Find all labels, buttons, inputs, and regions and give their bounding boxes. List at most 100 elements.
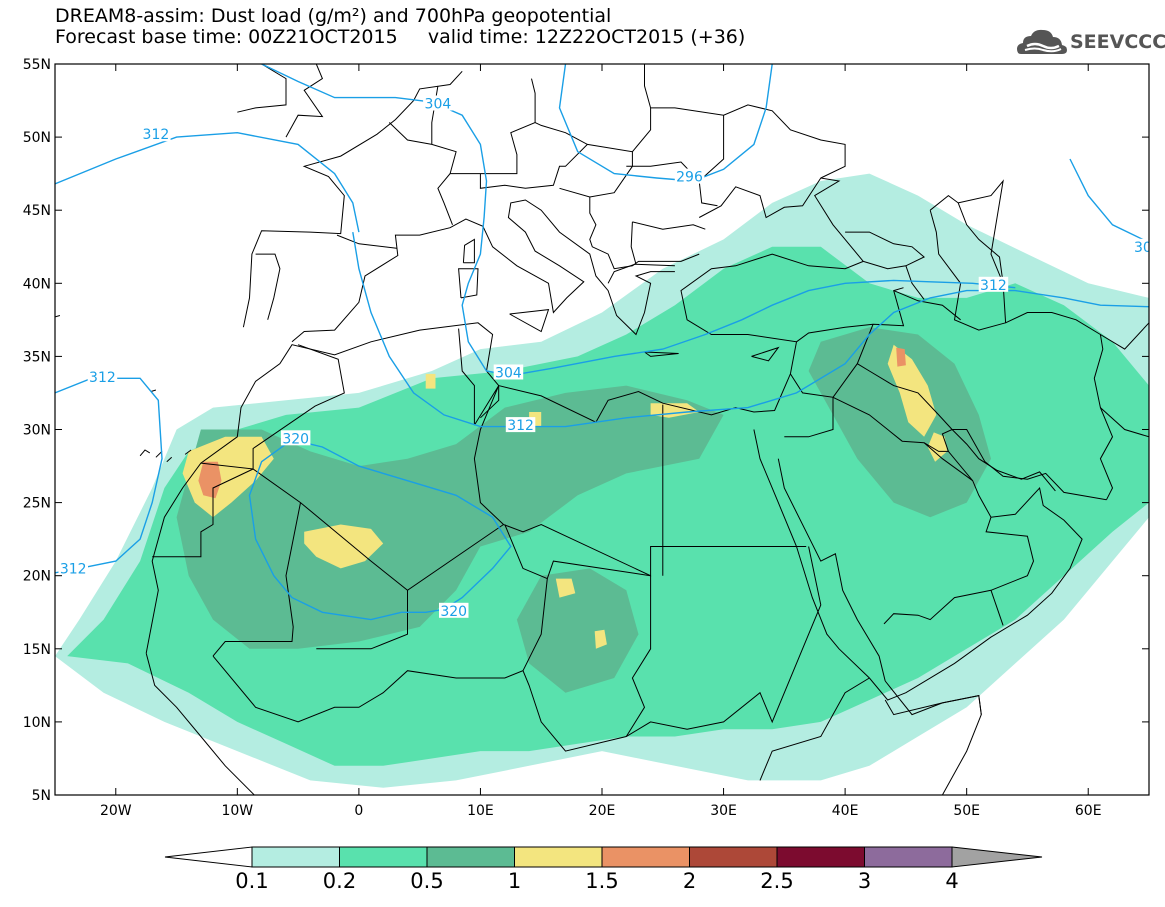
contour-label: 320 [280, 430, 311, 447]
dust-area [516, 568, 639, 693]
border-line [388, 122, 457, 225]
colorbar-tick-label: 0.2 [323, 869, 356, 893]
x-tick-label: 10E [467, 803, 494, 819]
border-line [905, 265, 925, 300]
coastlines-and-borders [55, 64, 1149, 795]
border-line [1005, 312, 1114, 500]
geopotential-contour [248, 439, 512, 621]
border-line [55, 315, 61, 318]
x-tick-label: 0 [354, 803, 363, 819]
contour-label-text: 312 [507, 418, 534, 434]
colorbar: 0.1 0.2 0.5 1 1.5 2 2.5 3 4 [164, 846, 1043, 893]
y-tick-label: 45N [23, 203, 51, 219]
border-line [242, 70, 463, 328]
contour-label: 296 [674, 168, 705, 186]
contour-label-text: 320 [282, 431, 309, 447]
border-line [480, 385, 500, 419]
colorbar-tick-label: 3 [858, 869, 871, 893]
y-tick-label: 5N [32, 788, 51, 804]
border-line [923, 442, 973, 482]
colorbar-segment [689, 846, 778, 868]
dust-area [182, 436, 274, 518]
geopotential-contour-labels: 304 312 296 312 304 312 312 320 312 320 30 [58, 95, 1152, 620]
contour-label-text: 312 [89, 370, 116, 386]
contour-label-text: 312 [143, 127, 170, 143]
contour-label: 312 [505, 417, 536, 434]
y-tick-label: 40N [23, 276, 51, 292]
axis-ticks: 20W 10W 0 10E 20E 30E 40E 50E 60E 55N 50N 45N 40N 35N… [23, 57, 1149, 819]
border-line [632, 221, 706, 230]
contour-label: 304 [493, 364, 524, 382]
title-line-1: DREAM8-assim: Dust load (g/m²) and 700hP… [55, 5, 612, 27]
border-line [473, 385, 504, 525]
colorbar-segment [864, 846, 953, 868]
cloud-icon [1017, 29, 1067, 54]
colorbar-tick-label: 1 [508, 869, 521, 893]
dust-area [896, 347, 906, 367]
y-tick-label: 50N [23, 130, 51, 146]
border-line [152, 468, 254, 558]
border-line [589, 197, 700, 270]
border-line [252, 468, 807, 591]
dust-area [198, 461, 222, 499]
colorbar-left-arrow [164, 846, 253, 868]
contour-label: 312 [58, 560, 88, 577]
contour-label-text: 320 [440, 604, 467, 620]
colorbar-tick-label: 2.5 [760, 869, 793, 893]
colorbar-tick-label: 0.5 [410, 869, 443, 893]
border-line [336, 234, 397, 249]
border-line [522, 578, 548, 671]
x-tick-label: 60E [1075, 803, 1102, 819]
border-line [644, 351, 679, 357]
border-line [929, 194, 1007, 331]
border-line [559, 151, 633, 198]
border-line [145, 653, 256, 795]
border-line [316, 590, 408, 650]
geopotential-contour [261, 64, 511, 377]
colorbar-segment [776, 846, 865, 868]
colorbar-tick-label: 2 [683, 869, 696, 893]
colorbar-segment [426, 846, 515, 868]
border-line [698, 115, 725, 182]
x-tick-label: 20W [100, 803, 132, 819]
border-line [531, 78, 536, 123]
border-line [753, 429, 1107, 701]
contour-label-text: 312 [60, 561, 87, 577]
contour-label-text: 304 [425, 97, 452, 113]
x-tick-label: 50E [953, 803, 980, 819]
border-line [450, 64, 652, 175]
border-line [150, 389, 157, 392]
colorbar-tick-label: 0.1 [235, 869, 268, 893]
dust-area [176, 385, 724, 649]
border-line [291, 199, 675, 343]
dust-area [555, 578, 576, 598]
border-line [212, 502, 301, 657]
border-line [650, 104, 846, 179]
contour-label: 30 [1132, 238, 1152, 256]
y-tick-label: 55N [23, 57, 51, 73]
border-line [857, 363, 953, 430]
geopotential-contour [1069, 158, 1149, 244]
dust-area [425, 373, 436, 389]
colorbar-tick-label: 4 [945, 869, 958, 893]
dust-area [927, 432, 948, 462]
border-line [1100, 407, 1149, 438]
y-tick-label: 25N [23, 496, 51, 512]
dust-area [808, 327, 991, 518]
x-tick-label: 10W [221, 803, 253, 819]
border-line [751, 346, 780, 362]
border-line [237, 64, 287, 113]
contour-label-text: 312 [980, 278, 1007, 294]
border-line [184, 449, 192, 455]
geopotential-contour [55, 131, 360, 233]
border-line [1100, 322, 1149, 350]
border-line [625, 575, 652, 737]
contour-label-text: 30 [1134, 240, 1152, 256]
colorbar-tick-label: 1.5 [585, 869, 618, 893]
contour-label: 312 [978, 276, 1009, 294]
title-line-2: Forecast base time: 00Z21OCT2015 valid t… [55, 26, 746, 48]
geopotential-contour [510, 279, 1016, 377]
colorbar-right-arrow [951, 846, 1043, 868]
contour-label-text: 296 [676, 170, 703, 186]
y-tick-label: 10N [23, 715, 51, 731]
